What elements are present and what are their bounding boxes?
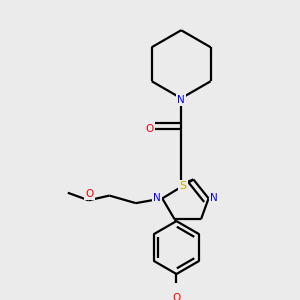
Text: N: N — [153, 194, 160, 203]
Text: N: N — [177, 95, 185, 105]
Text: S: S — [179, 181, 187, 191]
Text: O: O — [172, 292, 181, 300]
Text: O: O — [85, 189, 94, 199]
Text: O: O — [145, 124, 153, 134]
Text: N: N — [210, 194, 218, 203]
